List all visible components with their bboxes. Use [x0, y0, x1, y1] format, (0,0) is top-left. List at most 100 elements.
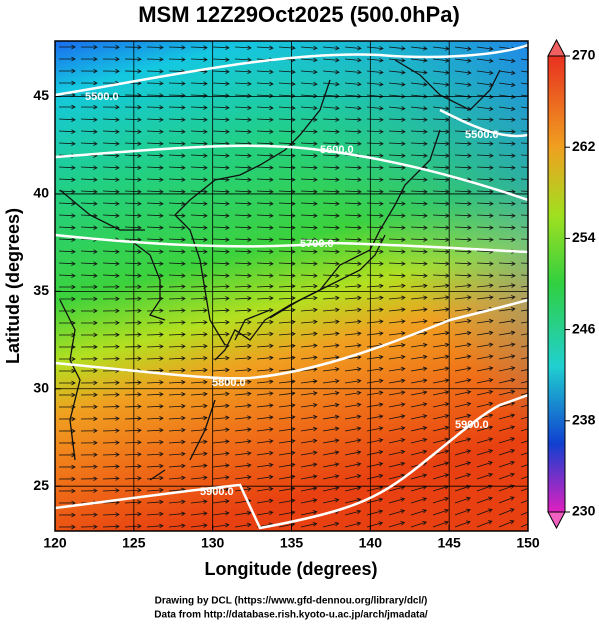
wind-arrow	[388, 390, 406, 396]
wind-arrow	[168, 81, 186, 86]
wind-arrow	[168, 380, 186, 385]
wind-arrow	[344, 189, 362, 194]
wind-arrow	[80, 284, 98, 290]
wind-arrow	[454, 283, 472, 288]
footer-line: Drawing by DCL (https://www.gfd-dennou.o…	[155, 596, 428, 607]
wind-arrow	[388, 295, 406, 301]
wind-arrow	[388, 343, 406, 348]
wind-arrow	[388, 521, 406, 528]
wind-arrow	[366, 189, 384, 194]
wind-arrow	[498, 413, 516, 420]
wind-arrow	[300, 177, 318, 182]
wind-arrow	[146, 213, 164, 218]
wind-arrow	[366, 295, 384, 301]
x-axis-label: Longitude (degrees)	[204, 559, 377, 579]
wind-arrow	[146, 368, 164, 373]
wind-arrow	[498, 165, 516, 170]
wind-arrow	[102, 129, 120, 134]
wind-arrow	[388, 261, 406, 266]
wind-arrow	[432, 508, 449, 516]
wind-arrow	[476, 165, 494, 170]
wind-arrow	[256, 439, 274, 444]
wind-arrow	[80, 225, 98, 230]
wind-arrow	[366, 273, 384, 278]
wind-arrow	[476, 295, 494, 300]
wind-arrow	[168, 284, 186, 289]
wind-arrow	[344, 165, 362, 170]
colorbar-max-arrow	[547, 38, 566, 57]
wind-arrow	[146, 237, 164, 242]
wind-arrow	[278, 474, 296, 480]
wind-arrow	[344, 343, 362, 348]
wind-arrow	[344, 295, 362, 301]
wind-arrow	[410, 106, 428, 111]
wind-arrow	[322, 81, 340, 87]
wind-arrow	[520, 130, 528, 132]
wind-arrow	[124, 428, 142, 433]
wind-arrow	[212, 499, 230, 504]
wind-arrow	[212, 320, 230, 325]
wind-arrow	[146, 416, 164, 421]
wind-arrow	[278, 105, 296, 111]
wind-arrow	[300, 474, 318, 480]
wind-arrow	[366, 213, 384, 218]
wind-arrow	[278, 522, 296, 528]
wind-arrow	[124, 452, 142, 457]
wind-arrow	[520, 321, 528, 324]
wind-arrow	[58, 356, 76, 362]
wind-arrow	[256, 153, 274, 158]
wind-arrow	[388, 129, 406, 134]
wind-arrow	[476, 201, 494, 206]
wind-arrow	[366, 521, 384, 528]
wind-arrow	[190, 81, 208, 86]
wind-arrow	[234, 105, 252, 110]
wind-arrow	[212, 69, 230, 74]
wind-arrow	[168, 415, 186, 421]
wind-arrow	[410, 283, 428, 289]
wind-arrow	[190, 415, 208, 421]
wind-arrow	[256, 81, 274, 87]
wind-arrow	[80, 104, 98, 110]
wind-arrow	[102, 68, 120, 74]
wind-arrow	[300, 141, 318, 146]
wind-arrow	[168, 273, 186, 278]
wind-arrow	[344, 402, 362, 408]
x-tick-label: 130	[201, 535, 225, 551]
wind-arrow	[498, 472, 515, 480]
wind-arrow	[322, 462, 340, 468]
wind-arrow	[124, 308, 142, 313]
wind-arrow	[366, 461, 384, 468]
wind-arrow	[300, 343, 318, 348]
wind-arrow	[476, 117, 494, 122]
wind-arrow	[256, 165, 274, 170]
wind-arrow	[300, 273, 318, 278]
wind-arrow	[432, 413, 450, 420]
wind-arrow	[190, 344, 208, 349]
colorbar-tick-label: 246	[572, 320, 596, 336]
wind-arrow	[234, 153, 252, 158]
wind-arrow	[212, 379, 230, 385]
wind-arrow	[212, 45, 230, 50]
wind-arrow	[124, 249, 142, 254]
wind-arrow	[498, 366, 516, 372]
wind-arrow	[366, 105, 384, 111]
wind-arrow	[410, 378, 428, 384]
wind-arrow	[498, 449, 516, 456]
wind-arrow	[256, 450, 274, 456]
wind-arrow	[344, 497, 362, 504]
wind-arrow	[432, 378, 450, 384]
wind-arrow	[454, 46, 472, 51]
wind-arrow	[58, 237, 76, 242]
wind-arrow	[322, 426, 340, 432]
contour-label: 5500.0	[85, 91, 119, 103]
wind-arrow	[454, 508, 471, 516]
wind-arrow	[146, 45, 164, 50]
wind-arrow	[388, 319, 406, 324]
wind-arrow	[146, 356, 164, 361]
wind-arrow	[212, 427, 230, 432]
wind-arrow	[58, 416, 76, 422]
wind-arrow	[498, 425, 516, 432]
wind-arrow	[366, 129, 384, 134]
wind-arrow	[410, 520, 428, 528]
coastlines	[59, 59, 501, 481]
